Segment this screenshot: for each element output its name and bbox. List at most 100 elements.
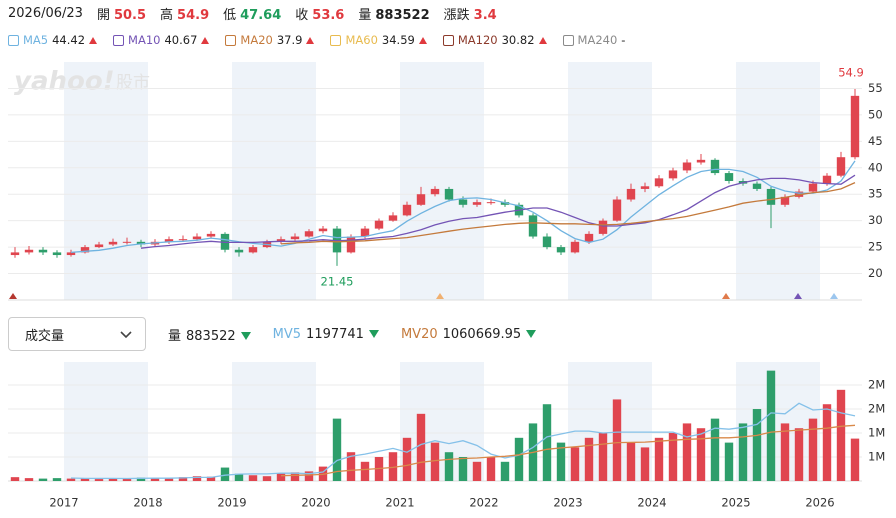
candle-body [766, 188, 776, 205]
volume-value: 1197741 [306, 326, 364, 342]
x-tick-label: 2024 [637, 496, 666, 510]
quote-label: 低 [223, 7, 237, 23]
watermark-text: 股市 [116, 73, 150, 93]
volume-bar [514, 437, 524, 481]
candle-body [108, 241, 118, 245]
line [140, 174, 856, 249]
volume-header: 量 883522 MV5 1197741 MV20 1060669.95 [168, 324, 537, 344]
min-label: 21.45 [321, 274, 354, 288]
volume-bar [794, 428, 804, 481]
line [70, 160, 856, 254]
quote-value: 53.6 [312, 7, 345, 23]
down-arrow [368, 329, 379, 338]
volume-bar [136, 477, 146, 481]
ma-value: 37.9 [276, 33, 303, 47]
candle-body [374, 220, 384, 229]
x-tick-label: 2018 [133, 496, 162, 510]
volume-bar [626, 442, 636, 481]
volume-bar [752, 409, 762, 481]
up-arrow [201, 37, 210, 44]
volume-bar [206, 476, 216, 481]
ma-name: MA240 [577, 33, 618, 47]
candle-body [52, 252, 62, 256]
volume-bar [416, 413, 426, 481]
volume-bar [290, 472, 300, 481]
volume-bar [346, 452, 356, 481]
volume-bar [122, 478, 132, 481]
signal-marker [9, 293, 17, 299]
ma-checkbox [562, 35, 574, 46]
volume-bar [444, 452, 454, 481]
volume-bar [234, 473, 244, 481]
volume-bar [458, 457, 468, 481]
ma-value: - [621, 33, 626, 47]
ma-value: 44.42 [52, 33, 86, 47]
year-band [232, 62, 316, 300]
candle-body [598, 220, 608, 234]
candle-body [472, 202, 482, 205]
candle-body [850, 95, 860, 158]
volume-bar [178, 477, 188, 481]
candle-body [66, 252, 76, 256]
volume-bar [486, 457, 496, 481]
candle-body [626, 188, 636, 200]
indicator-select[interactable]: 成交量 [8, 317, 146, 351]
quote-label: 高 [160, 7, 174, 23]
quote-label: 漲跌 [443, 7, 470, 23]
volume-bar [164, 478, 174, 481]
volume-bar [696, 428, 706, 481]
y-tick-label: 55 [868, 81, 883, 95]
quote-value: 47.64 [240, 7, 282, 23]
y-tick-label: 40 [868, 160, 883, 174]
candle-body [388, 215, 398, 221]
ma-name: MA5 [23, 33, 49, 47]
candle-body [290, 236, 300, 240]
candle-body [430, 188, 440, 195]
up-arrow [89, 37, 98, 44]
down-arrow [240, 331, 251, 340]
volume-bar [668, 433, 678, 481]
volume-bar [94, 479, 104, 481]
candle-body [668, 170, 678, 179]
line [280, 182, 856, 245]
candle-body [444, 188, 454, 200]
ma-legend-item: MA120 30.82 [442, 33, 547, 47]
y-tick-label: 1M [868, 426, 885, 440]
ma-name: MA60 [345, 33, 378, 47]
volume-bar [80, 478, 90, 481]
y-tick-label: 2M [868, 378, 885, 392]
volume-bar [640, 447, 650, 481]
volume-label: 量 [168, 328, 182, 344]
volume-item: MV20 1060669.95 [401, 326, 537, 342]
volume-bar [598, 433, 608, 481]
volume-bar [430, 442, 440, 481]
volume-bar [570, 447, 580, 481]
candle-body [178, 239, 188, 241]
quote-item: 開 50.5 [97, 4, 146, 23]
candle-body [80, 247, 90, 253]
volume-bar [822, 404, 832, 481]
volume-bar [766, 370, 776, 481]
volume-bar [710, 418, 720, 481]
candle-body [822, 175, 832, 184]
quote-item: 漲跌 3.4 [444, 4, 497, 23]
candle-body [836, 157, 846, 176]
candle-body [808, 183, 818, 192]
volume-bar [500, 461, 510, 481]
candle-body [486, 202, 496, 204]
ma-checkbox [225, 35, 237, 46]
x-tick-label: 2021 [385, 496, 414, 510]
signal-marker [794, 293, 802, 299]
y-tick-label: 2M [868, 402, 885, 416]
volume-item: 量 883522 [168, 325, 251, 344]
candle-body [710, 159, 720, 174]
volume-value: 1060669.95 [442, 326, 522, 342]
volume-bar [360, 461, 370, 481]
y-tick-label: 35 [868, 187, 883, 201]
volume-bar [192, 476, 202, 481]
up-arrow [306, 37, 315, 44]
year-band [64, 62, 148, 300]
volume-bar [850, 438, 860, 481]
candle-body [318, 228, 328, 232]
